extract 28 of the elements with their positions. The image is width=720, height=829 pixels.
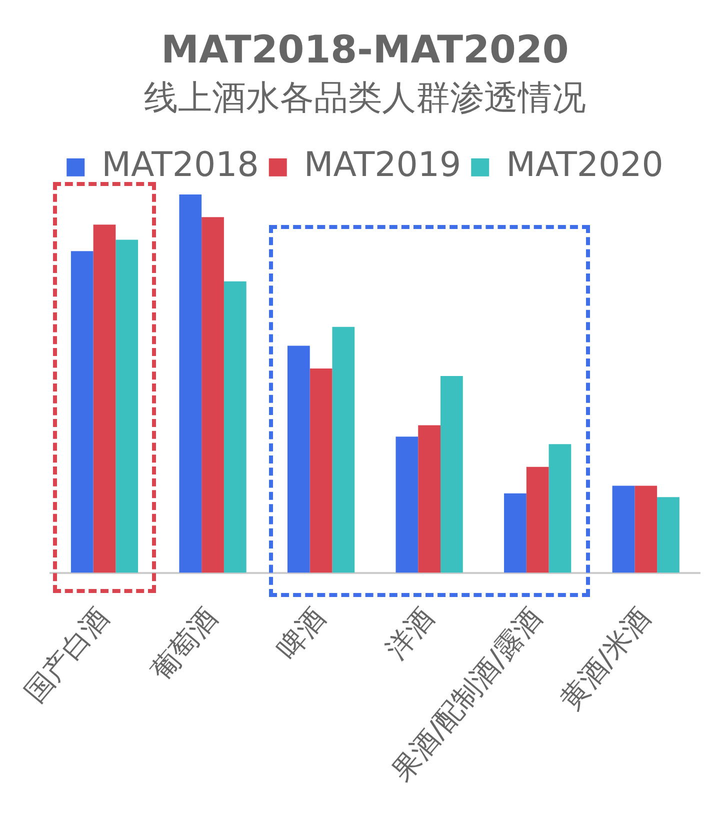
x-tick-label: 黄酒/米酒	[553, 602, 657, 716]
legend-label: MAT2018	[102, 145, 259, 186]
bar	[224, 281, 246, 573]
x-tick-label: 葡萄酒	[144, 602, 224, 688]
bar	[396, 436, 418, 573]
bar	[93, 224, 116, 573]
bar	[504, 493, 526, 573]
bar	[634, 486, 658, 573]
bar	[526, 466, 549, 573]
bar	[116, 240, 138, 573]
bar	[179, 194, 202, 573]
bar	[287, 346, 310, 573]
legend-label: MAT2019	[304, 145, 462, 186]
chart-title: MAT2018-MAT2020	[161, 28, 569, 72]
legend-label: MAT2020	[506, 145, 664, 186]
bar	[418, 425, 441, 573]
bar	[310, 368, 332, 573]
x-tick-label: 啤酒	[270, 602, 332, 666]
bar	[657, 497, 680, 573]
bar	[548, 444, 572, 573]
chart-subtitle: 线上酒水各品类人群渗透情况	[144, 78, 586, 118]
x-tick-label: 国产白酒	[18, 602, 116, 709]
x-tick-label: 洋酒	[378, 602, 440, 666]
bar	[332, 326, 355, 573]
bar	[70, 251, 94, 573]
bar	[202, 217, 224, 573]
bar	[612, 486, 635, 573]
bar	[440, 376, 463, 573]
